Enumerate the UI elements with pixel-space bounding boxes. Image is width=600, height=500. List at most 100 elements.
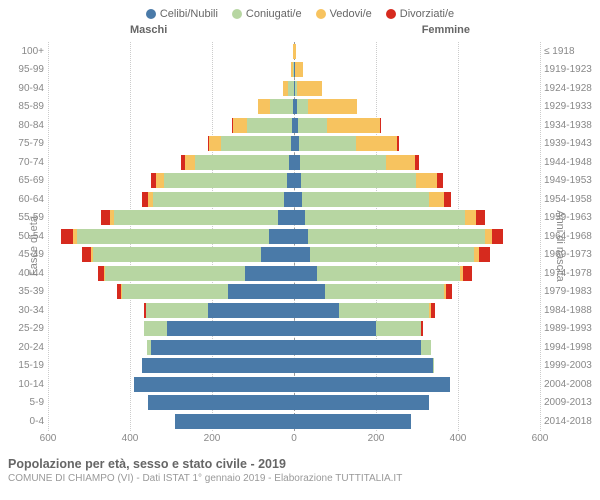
bar-seg-v [258, 99, 270, 114]
birth-label: 1959-1963 [540, 212, 600, 223]
age-row: 90-94 1924-1928 [0, 79, 600, 98]
birth-label: ≤ 1918 [540, 46, 600, 57]
x-tick: 200 [204, 433, 221, 444]
bar-seg-s [294, 358, 433, 373]
bar-zone [48, 173, 540, 188]
bar-seg-s [294, 192, 302, 207]
bar-seg-s [294, 377, 450, 392]
bar-seg-v [308, 99, 357, 114]
age-label: 100+ [0, 46, 48, 57]
x-tick: 600 [532, 433, 549, 444]
age-row: 80-84 1934-1938 [0, 116, 600, 135]
age-label: 95-99 [0, 64, 48, 75]
bar-zone [48, 81, 540, 96]
bar-zone [48, 358, 540, 373]
bar-seg-d [479, 247, 489, 262]
bar-seg-c [221, 136, 291, 151]
bar-seg-c [77, 229, 270, 244]
age-label: 45-49 [0, 249, 48, 260]
male-bar [48, 118, 294, 133]
legend-label: Celibi/Nubili [160, 8, 218, 20]
age-row: 85-89 1929-1933 [0, 98, 600, 117]
bar-seg-d [444, 192, 451, 207]
bar-seg-s [294, 414, 411, 429]
bar-seg-d [380, 118, 381, 133]
bar-seg-c [270, 99, 293, 114]
bar-seg-d [421, 321, 423, 336]
legend-swatch [146, 9, 156, 19]
bar-seg-c [308, 229, 484, 244]
bar-zone [48, 155, 540, 170]
male-bar [48, 192, 294, 207]
birth-label: 2004-2008 [540, 379, 600, 390]
bar-seg-d [415, 155, 419, 170]
male-bar [48, 99, 294, 114]
bar-zone [48, 414, 540, 429]
birth-label: 1934-1938 [540, 120, 600, 131]
bar-seg-c [339, 303, 429, 318]
legend-item: Coniugati/e [232, 8, 302, 20]
birth-label: 1999-2003 [540, 360, 600, 371]
female-bar [294, 192, 540, 207]
age-row: 20-24 1994-1998 [0, 338, 600, 357]
age-label: 60-64 [0, 194, 48, 205]
bar-seg-v [209, 136, 221, 151]
female-bar [294, 81, 540, 96]
chart-subtitle: COMUNE DI CHIAMPO (VI) - Dati ISTAT 1° g… [8, 473, 592, 484]
chart-title: Popolazione per età, sesso e stato civil… [8, 457, 592, 471]
x-axis: 6004002000200400600 [0, 433, 600, 451]
birth-label: 1954-1958 [540, 194, 600, 205]
bar-zone [48, 44, 540, 59]
age-row: 40-44 1974-1978 [0, 264, 600, 283]
female-bar [294, 414, 540, 429]
age-label: 90-94 [0, 83, 48, 94]
age-label: 40-44 [0, 268, 48, 279]
bar-zone [48, 395, 540, 410]
age-row: 50-54 1964-1968 [0, 227, 600, 246]
bar-seg-d [463, 266, 471, 281]
bar-zone [48, 136, 540, 151]
bar-seg-s [294, 303, 339, 318]
bar-seg-s [134, 377, 294, 392]
female-bar [294, 173, 540, 188]
female-bar [294, 229, 540, 244]
bar-zone [48, 99, 540, 114]
bar-seg-s [294, 284, 325, 299]
bar-seg-s [142, 358, 294, 373]
bar-seg-s [284, 192, 294, 207]
birth-label: 1989-1993 [540, 323, 600, 334]
bar-seg-d [61, 229, 73, 244]
legend-swatch [316, 9, 326, 19]
bar-seg-v [156, 173, 163, 188]
bar-seg-s [208, 303, 294, 318]
age-row: 25-29 1989-1993 [0, 320, 600, 339]
bar-seg-v [429, 192, 443, 207]
birth-label: 1974-1978 [540, 268, 600, 279]
male-bar [48, 377, 294, 392]
male-bar [48, 247, 294, 262]
age-label: 75-79 [0, 138, 48, 149]
birth-label: 1919-1923 [540, 64, 600, 75]
male-bar [48, 62, 294, 77]
bar-zone [48, 266, 540, 281]
male-bar [48, 321, 294, 336]
bar-seg-s [294, 247, 310, 262]
bar-seg-c [153, 192, 284, 207]
female-bar [294, 136, 540, 151]
male-bar [48, 81, 294, 96]
x-tick: 400 [122, 433, 139, 444]
female-bar [294, 44, 540, 59]
bar-seg-v [416, 173, 437, 188]
chart-footer: Popolazione per età, sesso e stato civil… [0, 451, 600, 484]
bar-zone [48, 62, 540, 77]
female-bar [294, 118, 540, 133]
legend: Celibi/NubiliConiugati/eVedovi/eDivorzia… [0, 0, 600, 24]
bar-seg-s [148, 395, 294, 410]
bar-seg-c [421, 340, 431, 355]
female-bar [294, 377, 540, 392]
bar-seg-s [294, 210, 305, 225]
bar-seg-c [297, 99, 307, 114]
male-bar [48, 266, 294, 281]
legend-label: Vedovi/e [330, 8, 372, 20]
age-row: 100+ ≤ 1918 [0, 42, 600, 61]
